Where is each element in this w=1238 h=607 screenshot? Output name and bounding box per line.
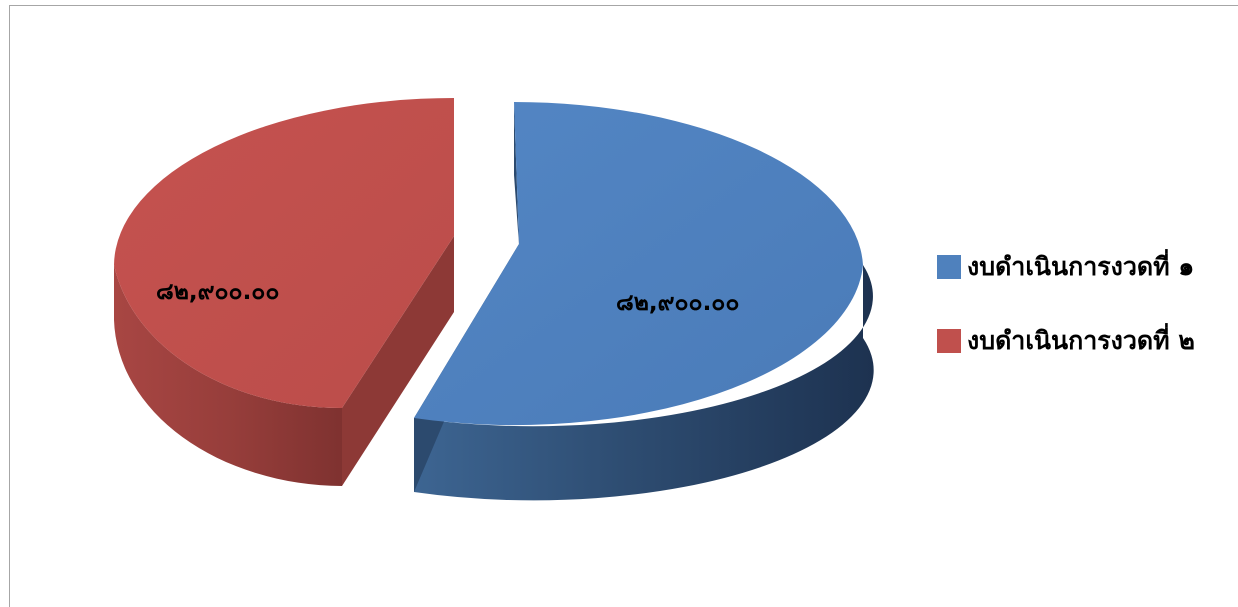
- legend-swatch-1: [937, 255, 961, 279]
- pie-slice-2: [114, 98, 454, 486]
- legend-label-2: งบดำเนินการงวดที่ ๒: [967, 326, 1195, 355]
- pie-slice-1-top: [414, 101, 863, 426]
- legend-item-2: งบดำเนินการงวดที่ ๒: [937, 326, 1195, 356]
- pie-slice-2-side: [114, 265, 342, 486]
- pie-slice-1: [414, 101, 874, 501]
- data-label-slice-2: ๘๒,๙๐๐.๐๐: [156, 279, 279, 305]
- legend: งบดำเนินการงวดที่ ๑ งบดำเนินการงวดที่ ๒: [937, 252, 1195, 400]
- chart-area: [9, 5, 1238, 607]
- legend-item-1: งบดำเนินการงวดที่ ๑: [937, 252, 1195, 282]
- pie-slice-1-side: [414, 265, 874, 501]
- data-label-slice-1: ๘๒,๙๐๐.๐๐: [616, 290, 739, 316]
- legend-swatch-2: [937, 329, 961, 353]
- pie-slice-2-top: [114, 98, 454, 409]
- legend-label-1: งบดำเนินการงวดที่ ๑: [967, 252, 1195, 281]
- pie-slice-2-inner-edge: [342, 236, 454, 486]
